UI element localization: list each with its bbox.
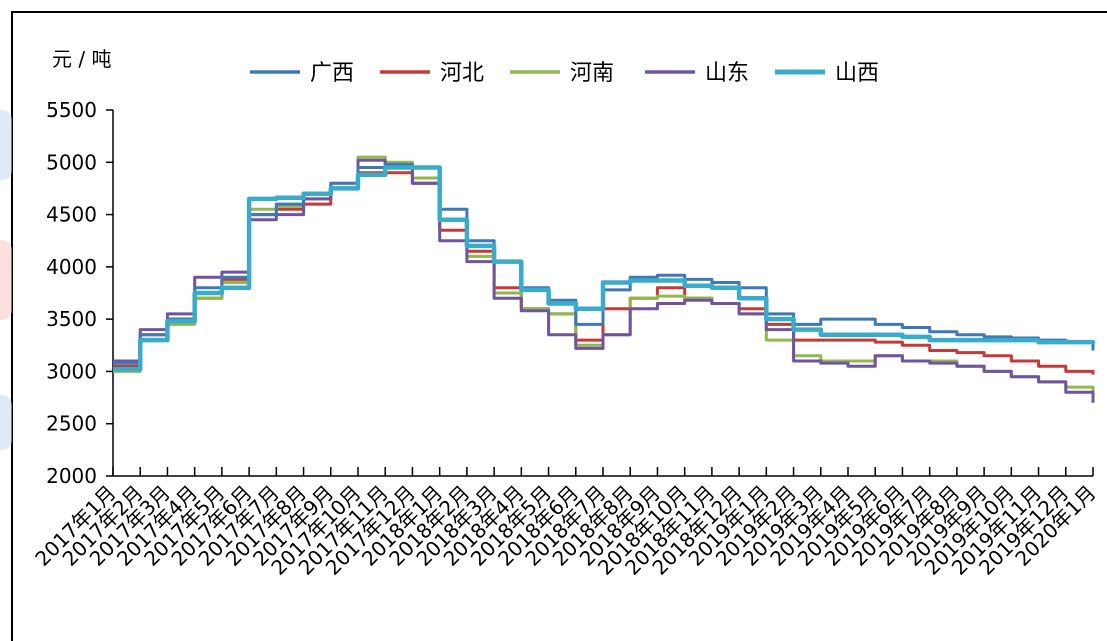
series-lines: [113, 155, 1096, 403]
y-tick-label: 4000: [46, 255, 97, 279]
y-axis-label: 元 / 吨: [52, 47, 111, 71]
y-tick-label: 5500: [46, 98, 97, 122]
y-tick-label: 2000: [46, 464, 97, 488]
decor-blue-top: [0, 110, 12, 180]
series-line-4: [113, 165, 1096, 372]
y-tick-label: 3500: [46, 307, 97, 331]
y-axis: 2000 2500 3000 3500 4000 4500 5000 5500: [46, 98, 114, 488]
chart-frame: [11, 11, 1107, 641]
y-tick-label: 5000: [46, 150, 97, 174]
legend-label: 河南: [570, 61, 614, 86]
y-tick-label: 4500: [46, 203, 97, 227]
y-tick-label: 2500: [46, 412, 97, 436]
legend: 广西 河北 河南 山东 山西: [250, 61, 879, 86]
legend-label: 山东: [705, 61, 749, 86]
line-chart: 元 / 吨 广西 河北 河南 山东 山西 2000 2500 3000 3500 4000 450…: [30, 47, 1101, 580]
x-axis: 2017年1月2017年2月2017年3月2017年4月2017年5月2017年…: [30, 467, 1101, 580]
y-tick-label: 3000: [46, 359, 97, 383]
series-line-2: [113, 155, 1095, 393]
legend-label: 广西: [310, 61, 354, 86]
legend-label: 山西: [835, 61, 879, 86]
legend-label: 河北: [440, 61, 484, 86]
decor-red-mid: [0, 240, 12, 320]
decor-blue-bottom: [0, 395, 12, 450]
